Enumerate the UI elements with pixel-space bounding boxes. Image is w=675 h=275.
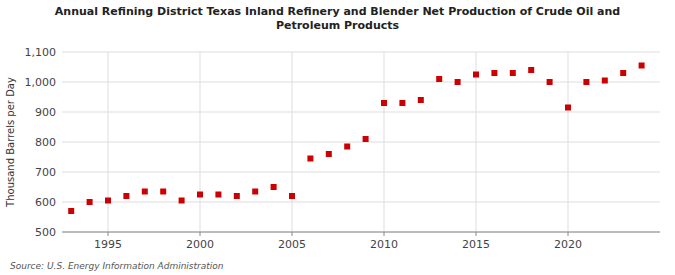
x-tick-label: 2000 — [186, 238, 214, 251]
title-line: Petroleum Products — [276, 19, 400, 32]
point — [123, 193, 129, 199]
point — [87, 199, 93, 205]
point — [68, 208, 74, 214]
point — [583, 79, 589, 85]
point — [455, 79, 461, 85]
x-tick-label: 2010 — [370, 238, 398, 251]
x-tick — [476, 232, 477, 236]
point — [344, 144, 350, 150]
point — [160, 189, 166, 195]
title-line: Annual Refining District Texas Inland Re… — [55, 5, 620, 18]
point — [234, 193, 240, 199]
y-axis-label: Thousand Barrels per Day — [5, 77, 16, 208]
grid-line-x — [568, 52, 569, 232]
chart: Annual Refining District Texas Inland Re… — [0, 0, 675, 275]
point — [399, 100, 405, 106]
grid-line-x — [384, 52, 385, 232]
x-tick — [568, 232, 569, 236]
x-tick-label: 2005 — [278, 238, 306, 251]
x-axis-line — [62, 232, 660, 233]
x-tick-label: 2020 — [554, 238, 582, 251]
point — [436, 76, 442, 82]
grid-line-y — [62, 142, 660, 143]
point — [326, 151, 332, 157]
point — [620, 70, 626, 76]
point — [252, 189, 258, 195]
grid-line-x — [476, 52, 477, 232]
grid-line-y — [62, 232, 660, 233]
x-tick — [292, 232, 293, 236]
grid-line-y — [62, 82, 660, 83]
x-tick — [108, 232, 109, 236]
y-tick-label: 1,100 — [25, 46, 57, 59]
grid-line-x — [108, 52, 109, 232]
point — [179, 198, 185, 204]
point — [289, 193, 295, 199]
point — [510, 70, 516, 76]
point — [307, 156, 313, 162]
grid-line-x — [292, 52, 293, 232]
grid-line-y — [62, 112, 660, 113]
grid — [62, 52, 660, 232]
y-tick-label: 500 — [35, 226, 56, 239]
point — [418, 97, 424, 103]
x-tick-label: 2015 — [462, 238, 490, 251]
title: Annual Refining District Texas Inland Re… — [55, 5, 620, 32]
point — [491, 70, 497, 76]
y-tick-label: 800 — [35, 136, 56, 149]
y-tick-label: 700 — [35, 166, 56, 179]
point — [363, 136, 369, 142]
grid-line-y — [62, 172, 660, 173]
grid-line-x — [200, 52, 201, 232]
point — [565, 105, 571, 111]
point — [271, 184, 277, 190]
x-tick — [384, 232, 385, 236]
point — [215, 192, 221, 198]
y-tick-label: 900 — [35, 106, 56, 119]
point — [142, 189, 148, 195]
point — [473, 72, 479, 78]
y-tick-label: 600 — [35, 196, 56, 209]
point — [381, 100, 387, 106]
point — [547, 79, 553, 85]
point — [105, 198, 111, 204]
points — [68, 63, 644, 215]
point — [528, 67, 534, 73]
point — [639, 63, 645, 69]
x-tick-label: 1995 — [94, 238, 122, 251]
point — [197, 192, 203, 198]
grid-line-y — [62, 52, 660, 53]
x-tick — [200, 232, 201, 236]
point — [602, 78, 608, 84]
source-note: Source: U.S. Energy Information Administ… — [10, 261, 224, 271]
grid-line-y — [62, 202, 660, 203]
y-tick-label: 1,000 — [25, 76, 57, 89]
